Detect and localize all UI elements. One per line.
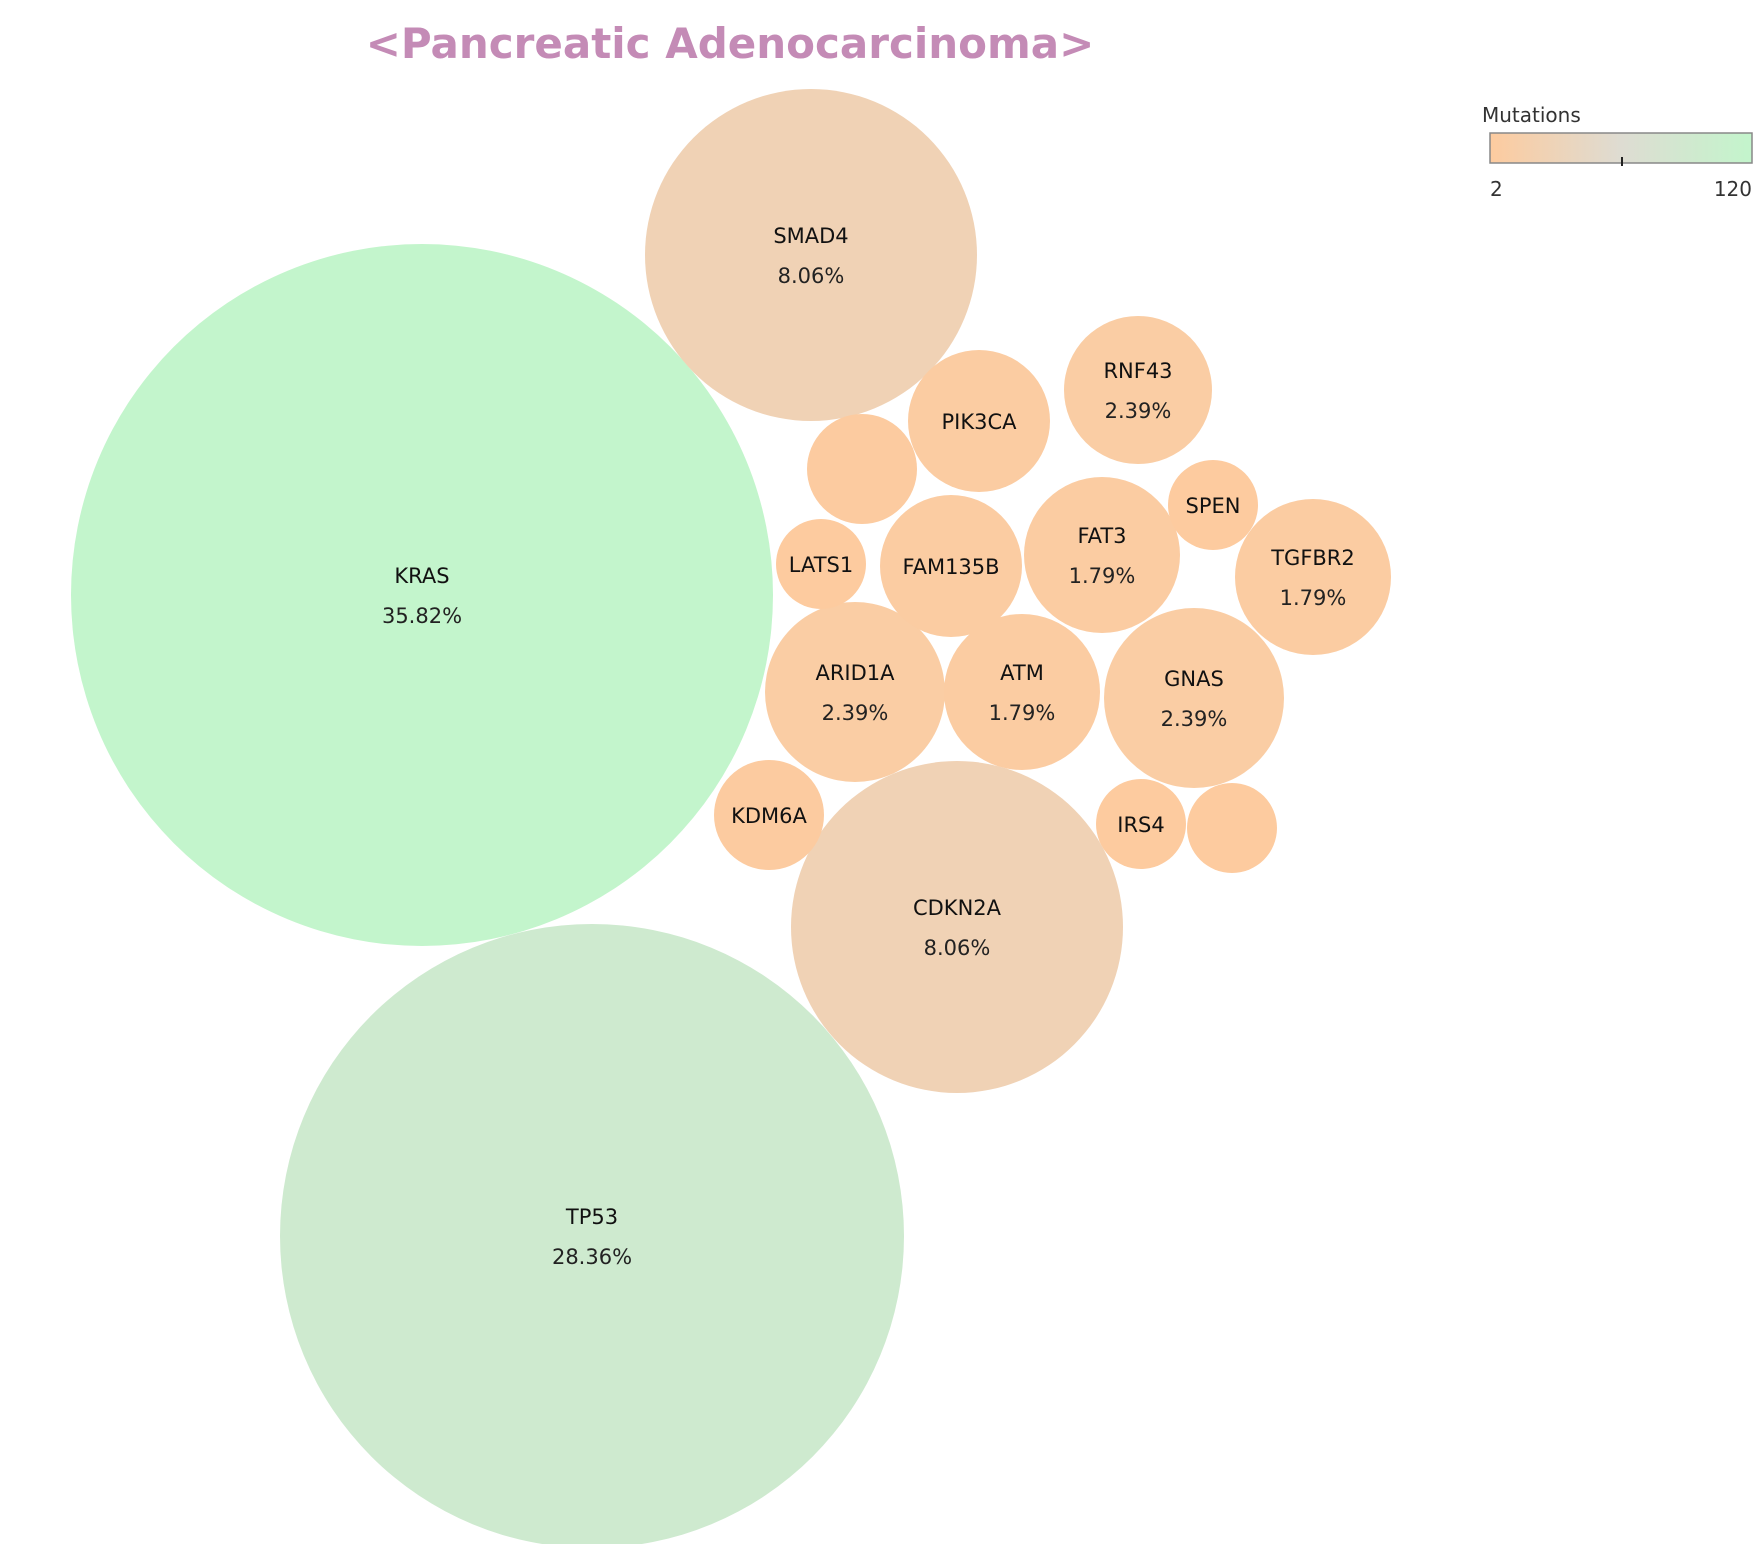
bubble-kras: KRAS 35.82% <box>71 244 773 946</box>
bubble-label-gnas: GNAS <box>1164 667 1224 691</box>
bubble-circle-fam135b <box>880 495 1022 637</box>
bubble-circle-tgfbr2 <box>1235 499 1391 655</box>
bubble-circle-kras <box>71 244 773 946</box>
bubble-spen: SPEN <box>1168 460 1258 550</box>
bubble-circle-gnas <box>1104 608 1284 788</box>
bubble-circle-kdm6a <box>714 760 824 870</box>
bubble-label-pik3ca: PIK3CA <box>941 410 1017 434</box>
bubble-unlabeled-12 <box>807 414 917 524</box>
bubble-circle-irs4 <box>1096 779 1186 869</box>
bubble-label-tgfbr2: TGFBR2 <box>1270 546 1355 570</box>
bubble-percent-smad4: 8.06% <box>778 264 845 288</box>
bubble-tp53: TP53 28.36% <box>280 924 904 1544</box>
bubble-unlabeled-17 <box>1187 783 1277 873</box>
bubbles-group: KRAS 35.82% TP53 28.36% SMAD4 8.06% CDKN2A 8.06… <box>71 89 1391 1544</box>
bubble-smad4: SMAD4 8.06% <box>645 89 977 421</box>
bubble-label-smad4: SMAD4 <box>773 224 848 248</box>
bubble-tgfbr2: TGFBR2 1.79% <box>1235 499 1391 655</box>
bubble-percent-tgfbr2: 1.79% <box>1280 586 1347 610</box>
bubble-fat3: FAT3 1.79% <box>1024 477 1180 633</box>
bubble-label-atm: ATM <box>1000 661 1044 685</box>
bubble-circle-atm <box>944 614 1100 770</box>
bubble-label-rnf43: RNF43 <box>1103 359 1172 383</box>
bubble-circle-pik3ca <box>908 350 1050 492</box>
bubble-atm: ATM 1.79% <box>944 614 1100 770</box>
bubble-label-tp53: TP53 <box>565 1205 618 1229</box>
bubble-label-irs4: IRS4 <box>1117 813 1164 837</box>
chart-title: <Pancreatic Adenocarcinoma> <box>366 19 1095 68</box>
bubble-circle-fat3 <box>1024 477 1180 633</box>
bubble-percent-rnf43: 2.39% <box>1105 399 1172 423</box>
bubble-circle-arid1a <box>765 602 945 782</box>
bubble-cdkn2a: CDKN2A 8.06% <box>791 761 1123 1093</box>
legend-min-label: 2 <box>1490 177 1503 201</box>
bubble-percent-tp53: 28.36% <box>552 1245 632 1269</box>
legend-max-label: 120 <box>1714 177 1752 201</box>
bubble-circle-unlabeled-17 <box>1187 783 1277 873</box>
bubble-circle-smad4 <box>645 89 977 421</box>
bubble-percent-arid1a: 2.39% <box>822 701 889 725</box>
legend-title: Mutations <box>1482 103 1581 127</box>
bubble-circle-rnf43 <box>1064 316 1212 464</box>
bubble-rnf43: RNF43 2.39% <box>1064 316 1212 464</box>
bubble-fam135b: FAM135B <box>880 495 1022 637</box>
bubble-label-fat3: FAT3 <box>1077 524 1126 548</box>
bubble-label-fam135b: FAM135B <box>902 555 999 579</box>
bubble-label-lats1: LATS1 <box>789 553 853 577</box>
bubble-circle-cdkn2a <box>791 761 1123 1093</box>
bubble-percent-kras: 35.82% <box>382 604 462 628</box>
bubble-label-kras: KRAS <box>394 564 449 588</box>
bubble-label-cdkn2a: CDKN2A <box>913 896 1002 920</box>
color-legend: Mutations 2 120 <box>1482 103 1753 201</box>
bubble-label-kdm6a: KDM6A <box>731 804 807 828</box>
bubble-pik3ca: PIK3CA <box>908 350 1050 492</box>
bubble-gnas: GNAS 2.39% <box>1104 608 1284 788</box>
bubble-percent-cdkn2a: 8.06% <box>924 936 991 960</box>
bubble-arid1a: ARID1A 2.39% <box>765 602 945 782</box>
bubble-circle-unlabeled-12 <box>807 414 917 524</box>
bubble-lats1: LATS1 <box>776 519 866 609</box>
bubble-label-spen: SPEN <box>1186 494 1241 518</box>
bubble-percent-atm: 1.79% <box>989 701 1056 725</box>
bubble-percent-fat3: 1.79% <box>1069 564 1136 588</box>
bubble-label-arid1a: ARID1A <box>815 661 895 685</box>
bubble-percent-gnas: 2.39% <box>1161 707 1228 731</box>
bubble-kdm6a: KDM6A <box>714 760 824 870</box>
bubble-circle-tp53 <box>280 924 904 1544</box>
bubble-irs4: IRS4 <box>1096 779 1186 869</box>
bubble-circle-spen <box>1168 460 1258 550</box>
bubble-circle-lats1 <box>776 519 866 609</box>
